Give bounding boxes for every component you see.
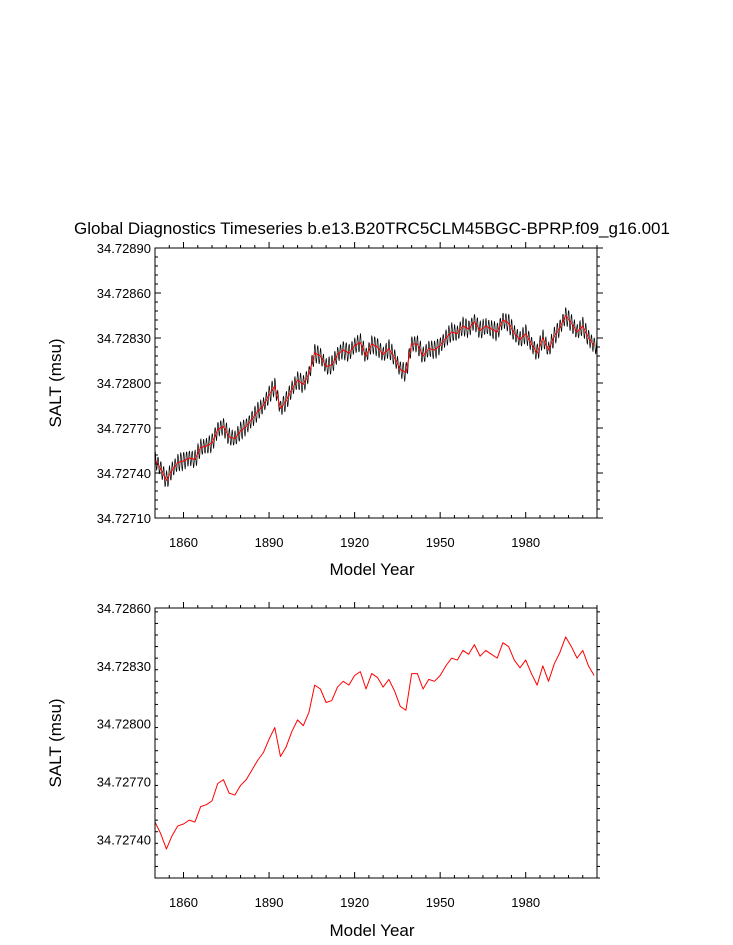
x-tick-label: 1980	[511, 895, 540, 910]
bottom-plot-area	[155, 636, 595, 850]
series-line-annual-mean	[155, 636, 595, 850]
x-tick-label: 1860	[169, 895, 198, 910]
bottom-plot-frame	[154, 607, 598, 879]
x-tick-label: 1890	[255, 535, 284, 550]
x-tick-label: 1950	[426, 895, 455, 910]
y-tick-label: 34.72740	[97, 466, 151, 481]
y-tick-label: 34.72860	[97, 601, 151, 616]
chart-title: Global Diagnostics Timeseries b.e13.B20T…	[74, 219, 670, 238]
x-tick-label: 1890	[255, 895, 284, 910]
bottom-y-axis-label: SALT (msu)	[46, 698, 65, 787]
y-tick-label: 34.72800	[97, 376, 151, 391]
top-y-axis-label: SALT (msu)	[46, 338, 65, 427]
series-line-monthly	[155, 307, 597, 487]
top-x-axis-label: Model Year	[329, 560, 414, 579]
x-tick-label: 1860	[169, 535, 198, 550]
bottom-x-axis-label: Model Year	[329, 921, 414, 940]
bottom-axes: 1860 1890 1920 1950 1980 34.72740 34.72770 34.7…	[97, 601, 600, 910]
y-tick-label: 34.72830	[97, 331, 151, 346]
top-plot-area	[155, 307, 597, 487]
top-panel: 1860 1890 1920 1950 1980 34.72710 34.72740 34.7…	[46, 241, 603, 579]
x-tick-label: 1920	[340, 535, 369, 550]
top-axes: 1860 1890 1920 1950 1980 34.72710 34.72740 34.7…	[97, 241, 603, 550]
series-line-annual-mean	[155, 315, 595, 481]
y-tick-label: 34.72770	[97, 421, 151, 436]
top-plot-frame	[154, 247, 598, 519]
y-tick-label: 34.72800	[97, 717, 151, 732]
x-tick-label: 1920	[340, 895, 369, 910]
y-tick-label: 34.72860	[97, 286, 151, 301]
y-tick-label: 34.72770	[97, 775, 151, 790]
x-tick-label: 1950	[426, 535, 455, 550]
x-tick-label: 1980	[511, 535, 540, 550]
y-tick-label: 34.72890	[97, 241, 151, 256]
y-tick-label: 34.72710	[97, 511, 151, 526]
bottom-panel: 1860 1890 1920 1950 1980 34.72740 34.72770 34.7…	[46, 601, 600, 940]
y-tick-label: 34.72740	[97, 832, 151, 847]
y-tick-label: 34.72830	[97, 659, 151, 674]
